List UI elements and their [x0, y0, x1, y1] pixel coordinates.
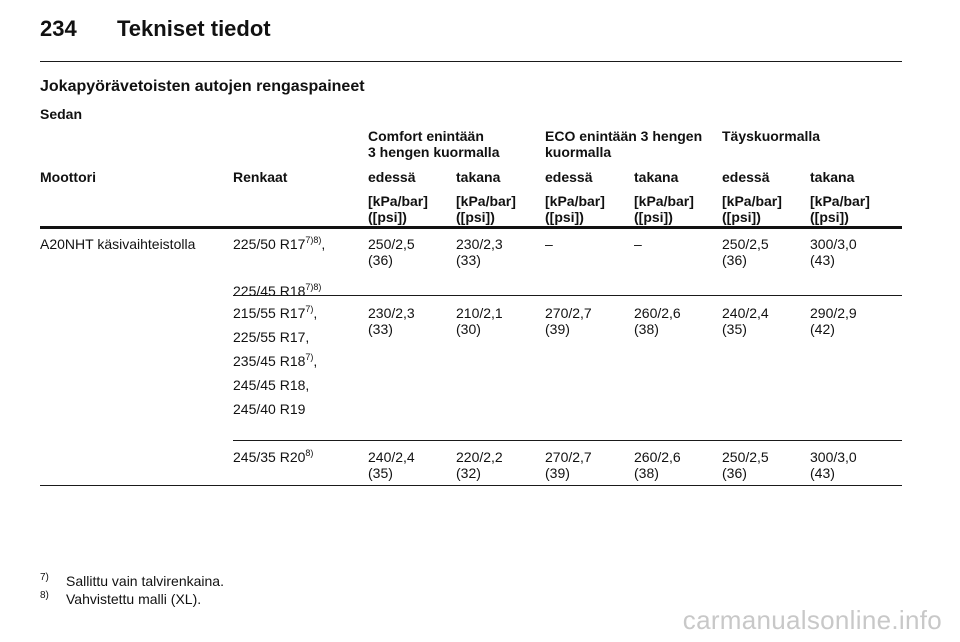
pressure-cell: 220/2,2 (32)	[456, 449, 503, 481]
engine-cell: A20NHT käsivaihteistolla	[40, 236, 196, 252]
tyre-size-cell: 215/55 R177),	[233, 304, 318, 322]
section-title: Jokapyörävetoisten autojen rengaspaineet	[40, 78, 365, 95]
pressure-cell: 270/2,7 (39)	[545, 305, 592, 337]
footnote-ref: 8)	[305, 448, 314, 458]
pressure-cell: 250/2,5 (36)	[722, 236, 769, 268]
page-title: Tekniset tiedot	[117, 16, 271, 41]
footnote-ref: 7)8)	[305, 282, 322, 292]
pressure-cell: 240/2,4 (35)	[368, 449, 415, 481]
pressure-cell: 230/2,3 (33)	[456, 236, 503, 268]
tyre-size-cell: 225/45 R187)8)	[233, 282, 322, 300]
page-number: 234	[40, 16, 77, 41]
watermark: carmanualsonline.info	[682, 605, 942, 635]
unit-label: [kPa/bar] ([psi])	[722, 193, 782, 225]
tyre-size-cell: 225/50 R177)8),	[233, 235, 326, 253]
footnote-ref: 7)	[305, 352, 314, 362]
subsection-title: Sedan	[40, 106, 83, 122]
pressure-cell: 230/2,3 (33)	[368, 305, 415, 337]
pressure-cell: 260/2,6 (38)	[634, 305, 681, 337]
tyre-size-cell: 245/40 R19	[233, 401, 306, 417]
col-header-rear-comfort: takana	[456, 169, 501, 185]
tyre-size-cell: 235/45 R187),	[233, 352, 318, 370]
pressure-cell: 290/2,9 (42)	[810, 305, 857, 337]
tyre-size-cell: 245/45 R18,	[233, 377, 310, 393]
pressure-cell: –	[634, 236, 642, 252]
pressure-cell: 240/2,4 (35)	[722, 305, 769, 337]
row-separator	[40, 485, 902, 486]
unit-label: [kPa/bar] ([psi])	[634, 193, 694, 225]
col-header-rear-eco: takana	[634, 169, 679, 185]
row-separator	[233, 440, 902, 441]
pressure-cell: 270/2,7 (39)	[545, 449, 592, 481]
unit-label: [kPa/bar] ([psi])	[545, 193, 605, 225]
pressure-cell: 300/3,0 (43)	[810, 236, 857, 268]
pressure-cell: 210/2,1 (30)	[456, 305, 503, 337]
tyre-size-cell: 245/35 R208)	[233, 448, 314, 466]
col-header-front-full: edessä	[722, 169, 770, 185]
col-header-front-comfort: edessä	[368, 169, 416, 185]
unit-label: [kPa/bar] ([psi])	[810, 193, 870, 225]
group-header-full-load: Täyskuormalla	[722, 128, 821, 144]
pressure-cell: 250/2,5 (36)	[722, 449, 769, 481]
unit-label: [kPa/bar] ([psi])	[368, 193, 428, 225]
row-separator	[233, 295, 902, 296]
pressure-cell: 300/3,0 (43)	[810, 449, 857, 481]
group-header-comfort: Comfort enintään 3 hengen kuormalla	[368, 128, 500, 160]
pressure-cell: 250/2,5 (36)	[368, 236, 415, 268]
table-header-rule	[40, 226, 902, 229]
footnote-text: Vahvistettu malli (XL).	[66, 591, 202, 607]
col-header-tyres: Renkaat	[233, 169, 288, 185]
col-header-rear-full: takana	[810, 169, 855, 185]
unit-label: [kPa/bar] ([psi])	[456, 193, 516, 225]
footnote-mark: 7)	[40, 572, 49, 583]
pressure-cell: 260/2,6 (38)	[634, 449, 681, 481]
tyre-size-cell: 225/55 R17,	[233, 329, 310, 345]
footnote-ref: 7)	[305, 304, 314, 314]
footnote-ref: 7)8)	[305, 235, 322, 245]
col-header-front-eco: edessä	[545, 169, 593, 185]
pressure-cell: –	[545, 236, 553, 252]
col-header-engine: Moottori	[40, 169, 96, 185]
footnote-mark: 8)	[40, 590, 49, 601]
group-header-eco: ECO enintään 3 hengen kuormalla	[545, 128, 703, 160]
header-rule	[40, 61, 902, 62]
footnote-text: Sallittu vain talvirenkaina.	[66, 573, 224, 589]
